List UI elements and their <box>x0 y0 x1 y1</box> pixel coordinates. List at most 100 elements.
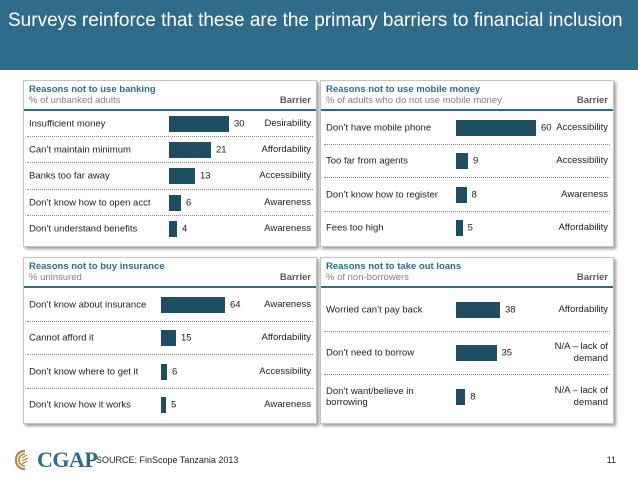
barrier-label: Awareness <box>561 188 608 200</box>
logo-wordmark: CGAP <box>37 447 98 472</box>
bar-value-label: 6 <box>186 197 192 209</box>
row-divider <box>27 162 313 164</box>
bar-value-label: 64 <box>230 299 241 311</box>
barrier-label: Awareness <box>264 298 311 310</box>
bar-value-label: 30 <box>234 118 245 130</box>
category-label: Don’t need to borrow <box>326 347 415 359</box>
cgap-logo-icon <box>14 449 29 471</box>
bar-row: Don’t understand benefits 4 Awareness <box>24 216 316 242</box>
bar <box>169 142 211 159</box>
bar-value-label: 8 <box>470 391 476 403</box>
category-label: Don’t understand benefits <box>29 223 138 235</box>
chart-subtitle: % of non-borrowers <box>326 272 409 283</box>
bar <box>161 363 167 380</box>
row-divider <box>27 188 313 190</box>
category-label: Don’t want/believe in borrowing <box>326 385 414 408</box>
barrier-label: Desirability <box>264 118 311 130</box>
header-divider <box>24 286 316 288</box>
row-divider <box>27 136 313 138</box>
bar-row: Don’t know about insurance 64 Awareness <box>24 288 316 322</box>
bar-row: Don’t need to borrow 35 N/A – lack of dema… <box>321 332 613 376</box>
header-divider <box>321 109 613 111</box>
category-label: Don’t have mobile phone <box>326 122 432 134</box>
chart-rows: Worried can’t pay back 38 Affordability Don… <box>321 288 613 423</box>
barrier-label: Affordability <box>261 144 311 156</box>
barrier-label: Accessibility <box>556 155 608 167</box>
bar <box>161 397 166 414</box>
bar <box>456 186 467 203</box>
category-label: Too far from agents <box>326 155 408 167</box>
chart-rows: Insufficient money 30 Desirability Can’t ma… <box>24 111 316 246</box>
category-label: Don’t know how to register <box>326 189 438 201</box>
category-label: Don’t know how to open acct <box>29 197 151 209</box>
barrier-label: Accessibility <box>556 121 608 133</box>
barrier-label: Awareness <box>264 222 311 234</box>
chart-subtitle: % of unbanked adults <box>29 95 121 106</box>
bar-value-label: 60 <box>541 122 552 134</box>
bar-row: Can’t maintain minimum 21 Affordability <box>24 137 316 164</box>
bar-row: Don’t know how to register 8 Awareness <box>321 178 613 212</box>
category-label: Cannot afford it <box>29 332 94 344</box>
title-banner: Surveys reinforce that these are the pri… <box>0 0 638 70</box>
row-divider <box>324 330 610 332</box>
bar-value-label: 13 <box>200 170 211 182</box>
bar-row: Don’t know how it works 5 Awareness <box>24 389 316 423</box>
bar <box>161 330 176 347</box>
chart-subtitle: % of adults who do not use mobile money <box>326 95 502 106</box>
barrier-label: Affordability <box>558 222 608 234</box>
bar <box>456 345 497 362</box>
page-number: 11 <box>606 455 616 465</box>
barrier-label: Awareness <box>264 196 311 208</box>
chart-title: Reasons not to buy insurance <box>29 261 165 272</box>
row-divider <box>324 374 610 376</box>
bar-row: Worried can’t pay back 38 Affordability <box>321 288 613 332</box>
bar <box>169 168 195 185</box>
barrier-label: N/A – lack of demand <box>554 341 608 365</box>
chart-title: Reasons not to use mobile money <box>326 84 481 95</box>
bar-value-label: 21 <box>216 144 227 156</box>
bar <box>456 220 463 237</box>
chart-title: Reasons not to take out loans <box>326 261 462 272</box>
chart-rows: Don’t have mobile phone 60 Accessibility To… <box>321 111 613 246</box>
bar-value-label: 5 <box>467 222 473 234</box>
bar-row: Don’t have mobile phone 60 Accessibility <box>321 111 613 145</box>
category-label: Don’t know about insurance <box>29 299 147 311</box>
bar-value-label: 6 <box>172 366 178 378</box>
category-label: Insufficient money <box>29 118 106 130</box>
bar-row: Don’t know how to open acct 6 Awareness <box>24 190 316 216</box>
category-label: Fees too high <box>326 222 384 234</box>
row-divider <box>324 177 610 178</box>
bar <box>456 301 500 318</box>
bar-row: Don’t want/believe in borrowing 8 N/A – la… <box>321 375 613 419</box>
bar-value-label: 38 <box>505 304 516 316</box>
row-divider <box>324 210 610 212</box>
bar <box>169 194 181 211</box>
bar-row: Banks too far away 13 Accessibility <box>24 163 316 190</box>
bar-row: Fees too high 5 Affordability <box>321 212 613 246</box>
panel-loans: Reasons not to take out loans% of non-bo… <box>320 257 614 424</box>
category-label: Don’t know how it works <box>29 399 131 411</box>
category-label: Banks too far away <box>29 170 110 182</box>
category-label: Can’t maintain minimum <box>29 144 131 156</box>
barrier-column-header: Barrier <box>576 272 608 283</box>
bar-value-label: 35 <box>501 347 513 359</box>
bar-value-label: 9 <box>473 155 479 167</box>
bar-value-label: 15 <box>181 332 192 344</box>
bar <box>456 388 466 405</box>
bar-row: Too far from agents 9 Accessibility <box>321 145 613 178</box>
bar <box>169 220 177 237</box>
page-title: Surveys reinforce that these are the pri… <box>8 10 623 31</box>
barrier-label: Accessibility <box>259 170 311 182</box>
bar-row: Don’t know where to get it 6 Accessibility <box>24 355 316 389</box>
bar-row: Cannot afford it 15 Affordability <box>24 322 316 355</box>
bar <box>456 153 468 170</box>
header-divider <box>321 286 613 288</box>
chart-title: Reasons not to use banking <box>29 84 156 95</box>
header-divider <box>24 109 316 111</box>
category-label: Worried can’t pay back <box>326 304 423 316</box>
row-divider <box>324 143 610 145</box>
panel-insurance: Reasons not to buy insurance% uninsured B… <box>23 257 317 424</box>
row-divider <box>27 320 313 322</box>
chart-subtitle: % uninsured <box>29 272 82 283</box>
bar <box>456 119 536 136</box>
